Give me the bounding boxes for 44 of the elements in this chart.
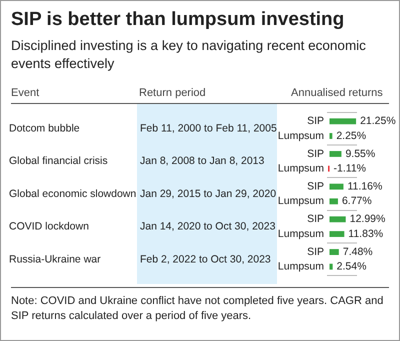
text: Feb 11, 2000 to Feb 11, 2005 [140,122,277,135]
text: Event [11,87,40,99]
data-label: 2.25% [336,130,366,142]
data-label: -1.11% [334,162,366,175]
y-tick-label: COVID lockdown [9,220,90,233]
text: Jan 8, 2008 to Jan 8, 2013 [140,155,265,168]
text: Jan 29, 2015 to Jan 29, 2020 [140,188,276,200]
series-label: SIP [307,115,324,128]
series-label: Lumpsum [278,162,324,175]
text: Note: COVID and Ukraine conflict have not completed five years. CAGR and SIP returns calculated over a period of five years. [11,287,389,324]
text: Feb 2, 2022 to Oct 30, 2023 [140,253,271,266]
text: Jan 14, 2020 to Oct 30, 2023 [140,220,276,233]
text: SIP [307,246,324,258]
bar [330,249,339,255]
data-label: 2.54% [336,260,366,273]
text: Lumpsum [278,130,324,142]
bar [330,216,346,222]
text: Lumpsum [278,228,324,240]
bar [330,151,342,157]
y-tick-label: Global economic slowdown [9,188,136,200]
data-label: 11.16% [347,180,382,193]
y-tick-label: Dotcom bubble [9,122,80,135]
y-tick-label: Russia-Ukraine war [9,253,102,266]
data-label: 12.99% [350,213,386,226]
chart-title: SIP is better than lumpsum investing [11,9,344,31]
text: Lumpsum [278,260,324,273]
text: Annualised returns [291,87,383,99]
text: Return period [139,87,206,99]
y-tick-label: Global financial crisis [9,155,108,168]
bar [330,184,344,190]
text: SIP [307,180,324,193]
data-label: 6.77% [342,195,372,208]
data-label: 21.25% [360,115,396,128]
bar [330,231,344,237]
bar [330,133,332,139]
text: SIP [307,148,324,160]
text: Lumpsum [278,195,324,208]
bar [330,198,338,204]
bar [330,118,356,124]
text: SIP [307,213,324,226]
data-label: 11.83% [348,228,384,240]
data-label: 9.55% [345,148,376,160]
text: Disciplined investing is a key to navigating recent economic events effectively [11,37,367,73]
data-label: 7.48% [342,246,373,258]
